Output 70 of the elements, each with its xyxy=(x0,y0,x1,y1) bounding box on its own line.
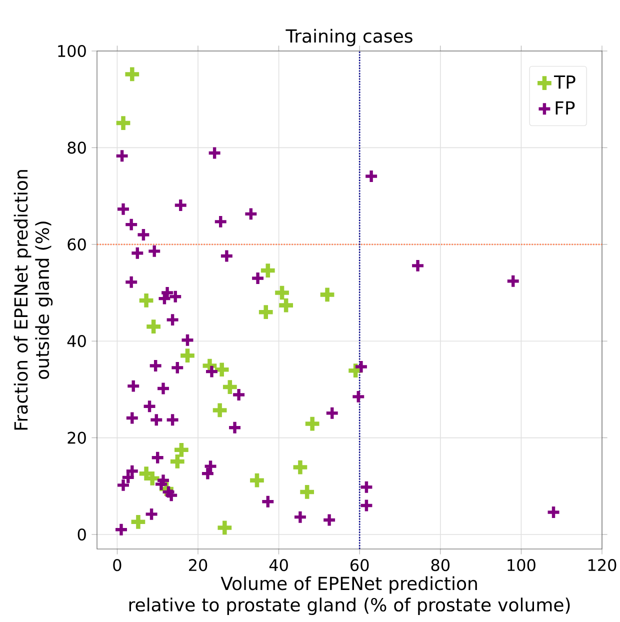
point xyxy=(130,246,145,260)
x-tick-label: 60 xyxy=(350,559,369,572)
point xyxy=(124,274,139,290)
point xyxy=(354,359,369,374)
point xyxy=(124,217,139,232)
legend-label: TP xyxy=(554,76,576,89)
legend-label: FP xyxy=(556,101,575,114)
point xyxy=(200,466,216,481)
point xyxy=(147,244,162,258)
point xyxy=(180,332,195,348)
y-tick-label: 20 xyxy=(68,432,86,444)
point xyxy=(410,258,426,274)
point xyxy=(116,478,131,493)
point xyxy=(322,512,337,528)
point xyxy=(210,401,229,420)
point xyxy=(150,450,165,465)
point xyxy=(364,168,379,184)
point xyxy=(156,381,171,396)
point xyxy=(203,458,218,474)
point xyxy=(260,494,276,509)
y-axis-title: Fraction of EPENet prediction outside gland (%) xyxy=(14,170,53,430)
point xyxy=(292,510,308,524)
point xyxy=(359,480,374,494)
x-tick-label: 20 xyxy=(188,559,208,572)
point xyxy=(207,146,222,160)
point xyxy=(318,286,336,304)
point xyxy=(126,378,141,394)
x-tick-label: 100 xyxy=(508,559,536,572)
y-tick-label: 40 xyxy=(67,335,86,348)
point xyxy=(216,518,234,537)
y-tick-label: 60 xyxy=(68,238,86,250)
point xyxy=(173,198,188,213)
point xyxy=(148,358,163,374)
point xyxy=(291,458,310,476)
point xyxy=(114,148,130,164)
point xyxy=(506,274,520,288)
point xyxy=(351,389,366,404)
point xyxy=(359,498,374,513)
point xyxy=(165,412,180,428)
point xyxy=(123,65,142,84)
point xyxy=(244,206,258,222)
chart-title: Training cases xyxy=(286,28,412,46)
x-tick-label: 80 xyxy=(431,559,450,572)
x-tick-label: 40 xyxy=(269,559,288,572)
point xyxy=(231,387,246,402)
point xyxy=(170,360,185,376)
point xyxy=(116,202,131,216)
point xyxy=(144,506,159,522)
point xyxy=(164,488,179,503)
point xyxy=(114,522,129,537)
point xyxy=(213,214,228,230)
x-tick-label: 0 xyxy=(113,559,122,572)
point xyxy=(303,414,322,433)
point xyxy=(324,406,340,420)
x-tick-label: 120 xyxy=(588,559,616,572)
x-axis-title: Volume of EPENet prediction relative to prostate gland (% of prostate volume) xyxy=(129,576,570,616)
y-tick-label: 80 xyxy=(68,142,86,154)
point xyxy=(165,312,180,328)
y-tick-label: 100 xyxy=(58,44,86,58)
point xyxy=(219,248,234,264)
point xyxy=(546,504,561,520)
y-tick-label: 0 xyxy=(78,528,86,541)
point xyxy=(142,399,157,414)
point xyxy=(124,464,140,478)
point xyxy=(250,270,266,286)
point xyxy=(149,412,164,428)
point xyxy=(136,227,151,242)
point xyxy=(204,364,220,379)
point xyxy=(124,410,140,426)
point xyxy=(227,420,242,435)
